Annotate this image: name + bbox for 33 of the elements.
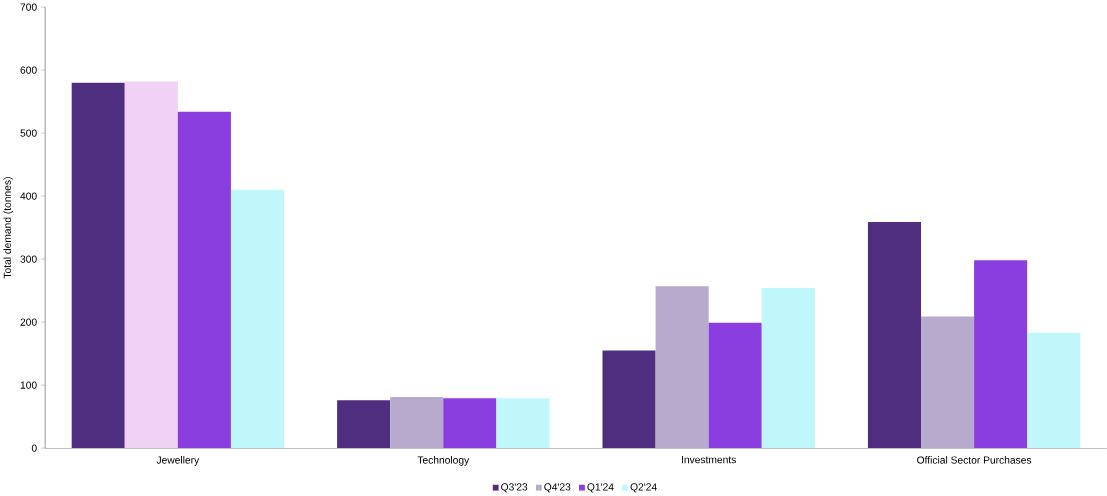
bar	[390, 397, 444, 449]
bar	[974, 260, 1028, 449]
bar	[655, 286, 709, 449]
bar	[230, 189, 285, 449]
y-tick-label: 700	[20, 3, 37, 11]
bar	[867, 221, 922, 449]
y-tick-label: 400	[20, 192, 37, 200]
bar	[761, 288, 815, 449]
bar	[443, 398, 497, 449]
y-tick-label: 200	[20, 318, 37, 326]
y-tick-label: 500	[20, 129, 37, 137]
y-tick-label: 100	[20, 381, 37, 389]
bar	[71, 82, 125, 449]
x-tick-label: Technology	[417, 456, 470, 466]
x-tick-label: Investments	[681, 456, 736, 464]
bar	[921, 316, 975, 449]
bar	[124, 81, 178, 449]
legend-label: Q2'24	[630, 483, 657, 493]
legend-label: Q1'24	[587, 483, 614, 493]
legend-label: Q4'23	[544, 483, 571, 493]
legend-label: Q3'23	[501, 483, 528, 493]
bar	[337, 400, 391, 449]
x-tick-label: Official Sector Purchases	[917, 456, 1032, 464]
x-tick-label: Jewellery	[156, 456, 200, 466]
bar	[1027, 332, 1081, 449]
y-axis-title: Total demand (tonnes)	[3, 177, 13, 279]
y-tick-label: 0	[31, 444, 37, 452]
bar	[177, 111, 231, 449]
bar	[496, 398, 550, 449]
y-tick-label: 600	[20, 66, 37, 74]
y-tick-label: 300	[20, 255, 37, 263]
bar	[708, 322, 762, 449]
bar	[602, 350, 656, 449]
